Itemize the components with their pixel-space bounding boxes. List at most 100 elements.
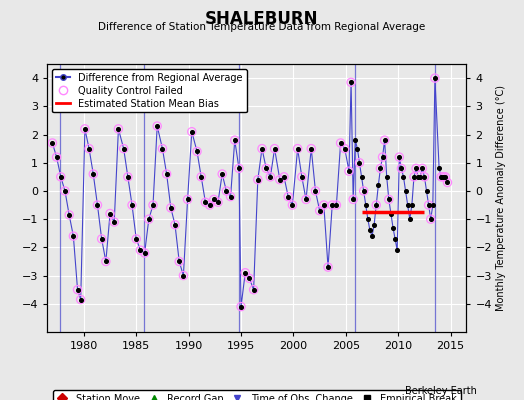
Point xyxy=(81,126,89,132)
Point xyxy=(395,154,403,160)
Point xyxy=(439,174,447,180)
Point xyxy=(332,202,341,208)
Point xyxy=(443,179,452,186)
Point xyxy=(61,188,69,194)
Point xyxy=(332,202,341,208)
Point xyxy=(443,179,452,186)
Point xyxy=(188,128,196,135)
Point xyxy=(69,233,78,239)
Point xyxy=(167,205,175,211)
Point xyxy=(397,165,406,172)
Point xyxy=(427,216,435,222)
Point xyxy=(324,264,332,270)
Point xyxy=(97,236,106,242)
Point xyxy=(48,140,57,146)
Point xyxy=(69,233,78,239)
Point xyxy=(429,202,437,208)
Point xyxy=(328,202,336,208)
Point xyxy=(52,154,61,160)
Point xyxy=(132,236,140,242)
Point xyxy=(258,146,266,152)
Point xyxy=(427,216,435,222)
Point xyxy=(81,126,89,132)
Point xyxy=(110,219,118,225)
Point xyxy=(368,233,376,239)
Point xyxy=(351,137,359,143)
Point xyxy=(128,202,136,208)
Point xyxy=(302,196,310,203)
Point xyxy=(114,126,123,132)
Point xyxy=(270,146,279,152)
Point xyxy=(320,202,328,208)
Point xyxy=(345,168,353,174)
Point xyxy=(89,171,97,177)
Point xyxy=(418,165,427,172)
Point xyxy=(353,146,362,152)
Point xyxy=(439,174,447,180)
Point xyxy=(171,222,179,228)
Point xyxy=(153,123,161,129)
Point xyxy=(376,165,385,172)
Point xyxy=(175,258,183,265)
Point xyxy=(359,188,368,194)
Point xyxy=(241,270,249,276)
Point xyxy=(226,193,235,200)
Point xyxy=(119,146,128,152)
Point xyxy=(197,174,205,180)
Point xyxy=(210,196,218,203)
Point xyxy=(167,205,175,211)
Point xyxy=(77,296,85,303)
Point xyxy=(347,79,355,86)
Point xyxy=(424,202,433,208)
Point xyxy=(288,202,297,208)
Point xyxy=(193,148,201,155)
Point xyxy=(431,75,439,81)
Point xyxy=(372,202,380,208)
Point xyxy=(235,165,243,172)
Point xyxy=(383,174,391,180)
Point xyxy=(307,146,315,152)
Point xyxy=(397,165,406,172)
Point xyxy=(262,165,270,172)
Point xyxy=(258,146,266,152)
Point xyxy=(153,123,161,129)
Point xyxy=(328,202,336,208)
Point xyxy=(414,174,422,180)
Point xyxy=(97,236,106,242)
Point xyxy=(408,202,416,208)
Point xyxy=(276,176,284,183)
Point xyxy=(214,199,222,206)
Point xyxy=(315,208,324,214)
Point xyxy=(366,227,374,234)
Point xyxy=(245,275,254,282)
Point xyxy=(48,140,57,146)
Point xyxy=(188,128,196,135)
Point xyxy=(162,171,171,177)
Point xyxy=(197,174,205,180)
Point xyxy=(410,174,418,180)
Point xyxy=(179,272,188,279)
Point xyxy=(385,196,393,203)
Point xyxy=(298,174,306,180)
Point xyxy=(357,174,366,180)
Point xyxy=(241,270,249,276)
Point xyxy=(302,196,310,203)
Text: Difference of Station Temperature Data from Regional Average: Difference of Station Temperature Data f… xyxy=(99,22,425,32)
Point xyxy=(231,137,239,143)
Point xyxy=(355,160,364,166)
Point xyxy=(201,199,210,206)
Point xyxy=(341,146,349,152)
Point xyxy=(362,202,370,208)
Point xyxy=(158,146,167,152)
Point xyxy=(85,146,93,152)
Point xyxy=(315,208,324,214)
Point xyxy=(179,272,188,279)
Point xyxy=(205,202,214,208)
Point xyxy=(311,188,320,194)
Point xyxy=(149,202,157,208)
Point xyxy=(106,210,114,217)
Point xyxy=(385,196,393,203)
Point xyxy=(374,182,383,188)
Point xyxy=(132,236,140,242)
Point xyxy=(57,174,65,180)
